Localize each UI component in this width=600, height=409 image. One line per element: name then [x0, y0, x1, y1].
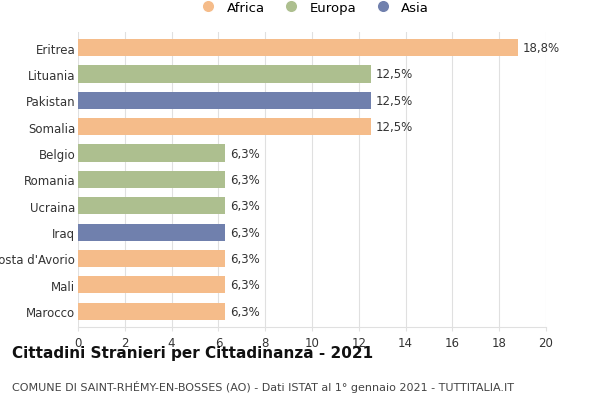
- Text: 6,3%: 6,3%: [230, 252, 260, 265]
- Text: Cittadini Stranieri per Cittadinanza - 2021: Cittadini Stranieri per Cittadinanza - 2…: [12, 346, 373, 361]
- Text: 12,5%: 12,5%: [375, 94, 412, 108]
- Text: 12,5%: 12,5%: [375, 121, 412, 134]
- Text: 18,8%: 18,8%: [523, 42, 560, 55]
- Bar: [78, 276, 226, 294]
- Bar: [78, 40, 518, 57]
- Bar: [78, 119, 371, 136]
- Text: 6,3%: 6,3%: [230, 173, 260, 187]
- Text: 6,3%: 6,3%: [230, 305, 260, 318]
- Text: 6,3%: 6,3%: [230, 147, 260, 160]
- Bar: [78, 198, 226, 215]
- Bar: [78, 250, 226, 267]
- Text: 6,3%: 6,3%: [230, 226, 260, 239]
- Text: 6,3%: 6,3%: [230, 279, 260, 292]
- Bar: [78, 145, 226, 162]
- Bar: [78, 303, 226, 320]
- Text: 6,3%: 6,3%: [230, 200, 260, 213]
- Text: 12,5%: 12,5%: [375, 68, 412, 81]
- Text: COMUNE DI SAINT-RHÉMY-EN-BOSSES (AO) - Dati ISTAT al 1° gennaio 2021 - TUTTITALI: COMUNE DI SAINT-RHÉMY-EN-BOSSES (AO) - D…: [12, 380, 514, 392]
- Bar: [78, 171, 226, 189]
- Bar: [78, 66, 371, 83]
- Bar: [78, 224, 226, 241]
- Bar: [78, 92, 371, 110]
- Legend: Africa, Europa, Asia: Africa, Europa, Asia: [190, 0, 434, 20]
